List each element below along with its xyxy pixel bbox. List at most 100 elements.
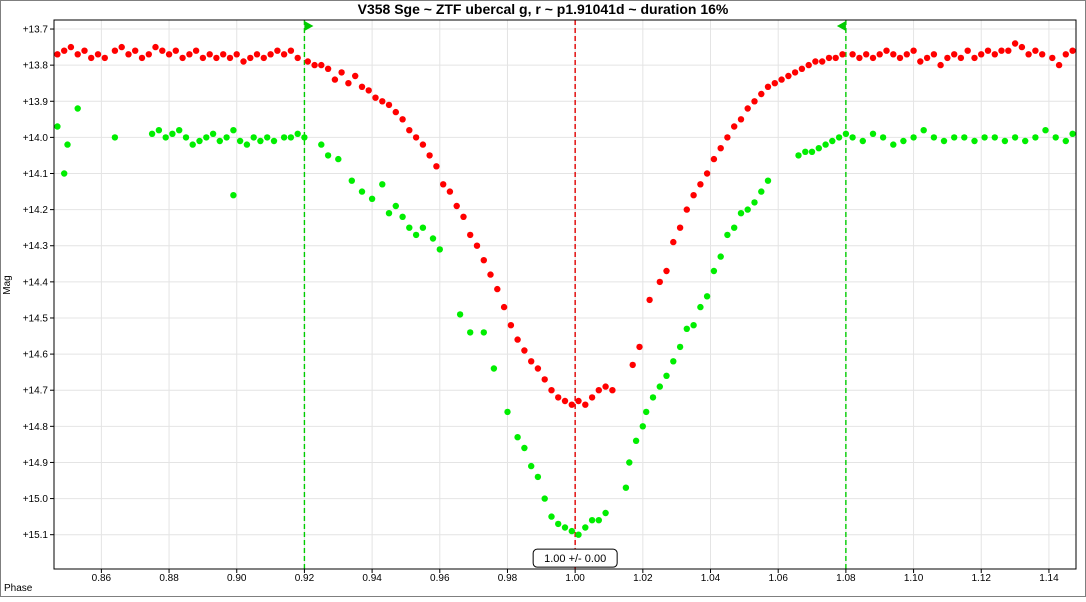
y-tick-label: +14.8 [23, 422, 49, 433]
data-point [758, 188, 765, 195]
marker-lines [303, 20, 847, 569]
data-point [419, 224, 427, 231]
data-point [132, 47, 139, 54]
data-point [1011, 40, 1019, 47]
data-point [460, 213, 467, 220]
data-point [436, 246, 443, 253]
data-point [842, 130, 850, 137]
data-point [1052, 134, 1059, 141]
data-point [568, 527, 575, 535]
data-point [971, 54, 978, 62]
data-point [267, 51, 274, 58]
data-point [433, 163, 440, 170]
data-point [791, 69, 799, 76]
data-point [528, 462, 535, 470]
data-point [429, 235, 437, 242]
data-point [981, 134, 988, 141]
y-tick-label: +14.3 [23, 241, 49, 252]
data-point [670, 358, 677, 365]
data-point [507, 322, 515, 329]
data-point [60, 170, 68, 177]
data-point [335, 155, 342, 163]
data-point [528, 358, 535, 365]
data-point [764, 177, 772, 184]
data-point [879, 134, 887, 141]
data-point [358, 83, 366, 91]
data-point [138, 54, 146, 62]
data-point [379, 181, 386, 188]
data-point [656, 278, 663, 286]
data-point [582, 524, 589, 531]
data-point [480, 257, 487, 264]
data-point [731, 224, 738, 231]
data-point [829, 137, 836, 145]
data-point [311, 61, 318, 69]
data-point [1049, 54, 1056, 62]
data-point [771, 80, 778, 87]
data-point [125, 51, 132, 58]
data-point [808, 148, 816, 155]
chart-title: V358 Sge ~ ZTF ubercal g, r ~ p1.91041d … [358, 1, 729, 17]
data-point [649, 394, 657, 401]
data-point [643, 408, 650, 416]
data-point [318, 61, 325, 69]
data-point [145, 51, 152, 58]
data-point [724, 231, 731, 239]
data-point [998, 47, 1005, 54]
data-point [199, 54, 207, 62]
y-tick-label: +13.7 [23, 25, 49, 36]
data-point [179, 54, 186, 62]
y-tick-label: +14.9 [23, 458, 49, 469]
data-point [406, 224, 413, 231]
data-point [230, 127, 237, 134]
x-tick-label: 0.98 [498, 573, 518, 584]
data-point [456, 311, 464, 318]
data-point [324, 152, 332, 159]
data-point [419, 141, 427, 148]
data-point [717, 145, 724, 152]
data-point [280, 51, 288, 58]
data-point [676, 224, 684, 231]
data-point [101, 54, 109, 62]
data-point [923, 54, 931, 62]
data-point [555, 394, 562, 401]
marker-flag [836, 21, 846, 31]
x-tick-label: 1.12 [972, 573, 992, 584]
data-point [951, 134, 958, 141]
data-point [802, 148, 809, 155]
y-tick-label: +14.7 [23, 386, 49, 397]
data-point [825, 54, 833, 62]
data-point [365, 87, 372, 94]
data-point [984, 47, 992, 54]
data-point [521, 444, 528, 452]
data-point [446, 188, 454, 195]
data-point [487, 271, 494, 278]
data-point [514, 336, 521, 343]
data-point [534, 473, 542, 481]
data-point [930, 51, 938, 58]
data-point [169, 130, 176, 137]
data-point [832, 54, 839, 62]
data-point [541, 376, 548, 383]
data-point [991, 51, 998, 58]
data-point [1021, 137, 1029, 145]
annotation-text: 1.00 +/- 0.00 [544, 553, 606, 565]
data-point [338, 69, 345, 76]
data-point [54, 123, 61, 130]
data-point [795, 152, 802, 159]
x-tick-label: 0.92 [295, 573, 315, 584]
data-point [1042, 127, 1049, 134]
data-point [301, 134, 308, 141]
data-point [155, 127, 163, 134]
annotation-box [532, 548, 618, 568]
data-point [1032, 134, 1039, 141]
data-point [379, 98, 386, 105]
data-point [260, 54, 267, 62]
data-point [54, 51, 61, 58]
data-point [1062, 137, 1070, 145]
data-point [602, 509, 609, 517]
data-point [900, 137, 907, 145]
data-point [1005, 47, 1012, 54]
data-point [304, 58, 311, 65]
data-point [683, 206, 690, 213]
